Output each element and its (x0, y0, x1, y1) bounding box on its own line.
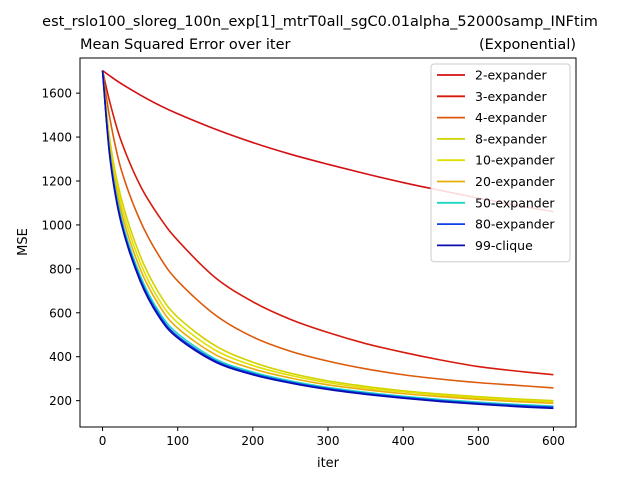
y-tick-label: 400 (49, 350, 72, 364)
y-axis-ticks: 200 400 600 800 1000 1200 1400 1600 (41, 87, 80, 408)
x-axis-ticks: 0 100 200 300 400 500 600 (99, 427, 565, 448)
x-tick-label: 500 (467, 434, 490, 448)
plot-frame (79, 57, 577, 428)
y-tick-label: 1200 (41, 175, 72, 189)
legend-label: 8-expander (475, 131, 547, 146)
x-tick-label: 300 (317, 434, 340, 448)
x-tick-label: 0 (99, 434, 107, 448)
legend-label: 20-expander (475, 174, 555, 189)
axes-title: Mean Squared Error over iter (80, 37, 291, 53)
figure-suptitle: est_rslo100_sloreg_100n_exp[1]_mtrT0all_… (42, 14, 598, 30)
series-line-3 (101, 70, 554, 402)
y-tick-label: 1400 (41, 131, 72, 145)
series-line-5 (101, 70, 554, 405)
legend-label: 99-clique (475, 238, 533, 253)
x-tick-label: 100 (166, 434, 189, 448)
x-tick-label: 400 (392, 434, 415, 448)
series-lines (101, 69, 554, 410)
legend-label: 10-expander (475, 153, 555, 168)
legend-label: 3-expander (475, 89, 547, 104)
series-line-8 (101, 70, 554, 410)
x-tick-label: 200 (241, 434, 264, 448)
y-tick-label: 1600 (41, 87, 72, 101)
y-tick-label: 600 (49, 306, 72, 320)
y-axis-label: MSE (16, 228, 31, 256)
legend-label: 2-expander (475, 68, 547, 83)
legend-label: 80-expander (475, 217, 555, 232)
y-tick-label: 200 (49, 394, 72, 408)
legend: 2-expander 3-expander 4-expander 8-expander… (430, 63, 571, 263)
x-axis-label: iter (317, 456, 340, 471)
y-tick-label: 800 (49, 262, 72, 276)
series-line-6 (101, 70, 554, 407)
series-line-4 (101, 70, 554, 403)
series-line-1 (101, 70, 554, 376)
legend-label: 4-expander (475, 110, 547, 125)
axes-title-right: (Exponential) (479, 37, 576, 53)
legend-box (430, 63, 571, 263)
x-tick-label: 600 (542, 434, 565, 448)
legend-label: 50-expander (475, 195, 555, 210)
y-tick-label: 1000 (41, 218, 72, 232)
series-line-2 (101, 70, 554, 389)
